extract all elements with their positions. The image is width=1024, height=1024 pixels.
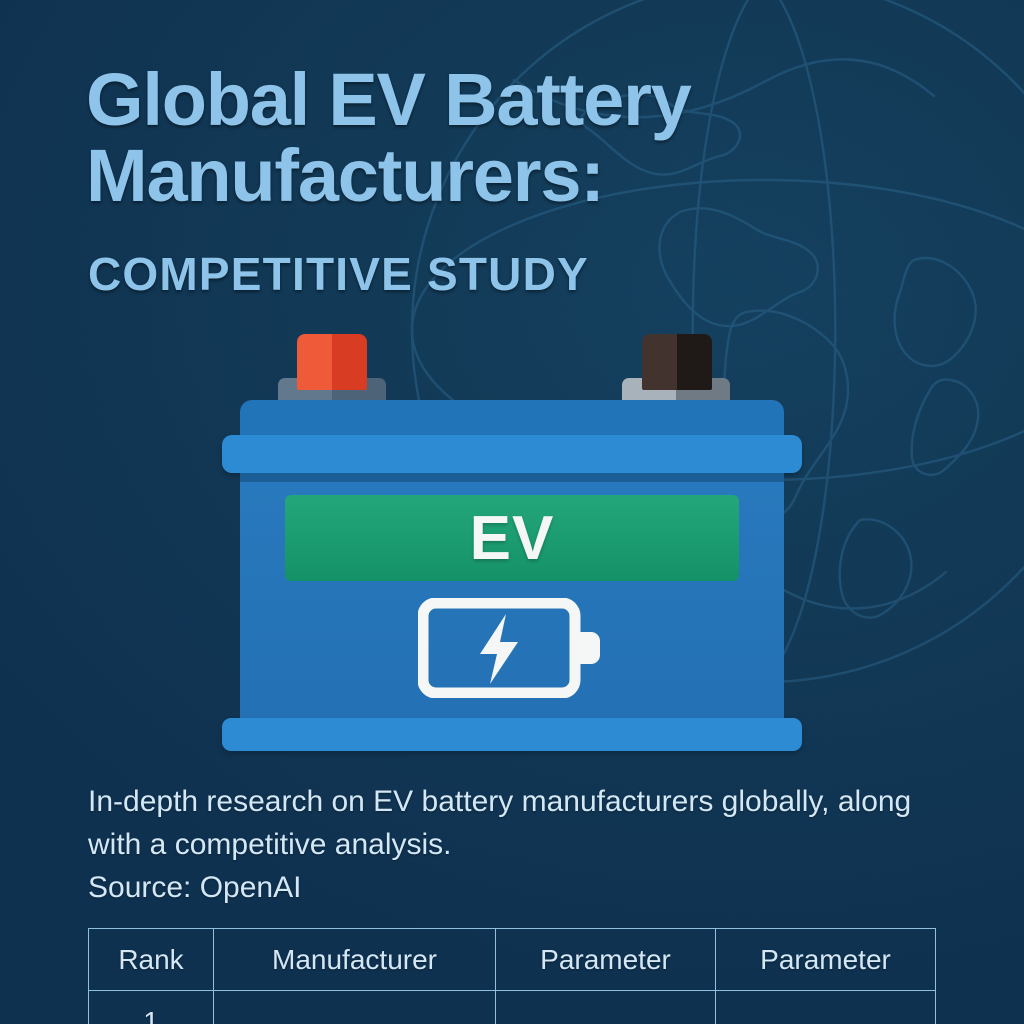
battery-bottom-band	[222, 718, 802, 751]
cell-manufacturer	[213, 990, 496, 1024]
positive-terminal-icon	[297, 334, 367, 390]
column-header-parameter-1: Parameter	[495, 928, 716, 991]
ev-label-text: EV	[469, 503, 555, 573]
description-text: In-depth research on EV battery manufact…	[88, 785, 912, 861]
negative-terminal-icon	[642, 334, 712, 390]
ranking-table: Rank Manufacturer Parameter Parameter 1	[88, 928, 936, 1024]
table-row: 1	[88, 990, 936, 1024]
source-text: Source: OpenAI	[88, 871, 302, 904]
battery-top-band	[222, 435, 802, 473]
table-body: Rank Manufacturer Parameter Parameter 1	[88, 928, 936, 1024]
battery-illustration: EV	[222, 330, 802, 755]
cell-parameter-1	[495, 990, 716, 1024]
page-subtitle: COMPETITIVE STUDY	[88, 248, 589, 300]
column-header-rank: Rank	[88, 928, 214, 991]
table-header-row: Rank Manufacturer Parameter Parameter	[88, 928, 936, 991]
cell-rank: 1	[88, 990, 214, 1024]
ev-label-plate: EV	[285, 495, 739, 581]
battery-seam	[240, 473, 784, 482]
column-header-parameter-2: Parameter	[715, 928, 936, 991]
page-title: Global EV Battery Manufacturers:	[86, 58, 692, 217]
column-header-manufacturer: Manufacturer	[213, 928, 496, 991]
cell-parameter-2	[715, 990, 936, 1024]
battery-charging-icon	[418, 598, 600, 698]
